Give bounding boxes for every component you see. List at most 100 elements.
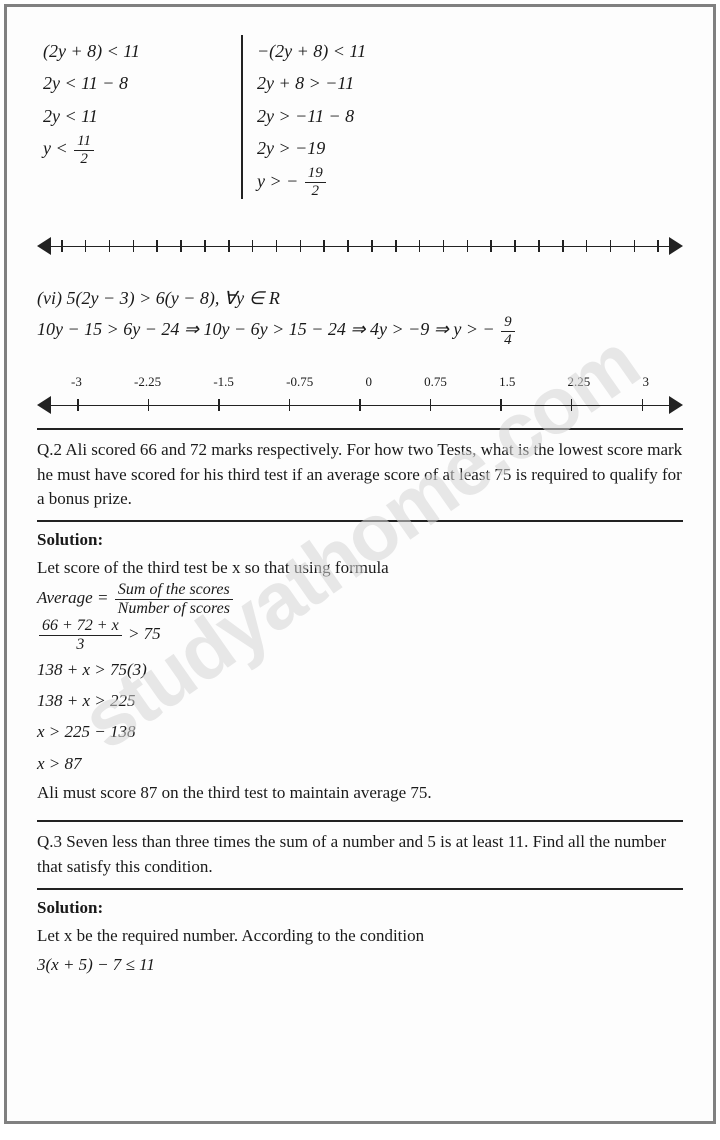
solution-2-body: Let score of the third test be x so that…: [37, 554, 683, 807]
divider-rule: [37, 428, 683, 430]
eq-line: 2y > −11 − 8: [257, 100, 683, 132]
sol-line: Let score of the third test be x so that…: [37, 554, 683, 581]
tick: [634, 240, 636, 252]
question-2: Q.2 Ali scored 66 and 72 marks respectiv…: [37, 438, 683, 512]
tick: [467, 240, 469, 252]
eq-line: y < 11 2: [43, 132, 237, 167]
numerator: 66 + 72 + x: [39, 617, 122, 636]
eq-text: y <: [43, 138, 72, 158]
tick: [252, 240, 254, 252]
numerator: 9: [501, 314, 515, 332]
tick: [180, 240, 182, 252]
tick: [148, 399, 150, 411]
sol-line: 138 + x > 225: [37, 685, 683, 716]
tick: [359, 399, 361, 411]
tick: [77, 399, 79, 411]
divider-rule: [37, 820, 683, 822]
eq-line: −(2y + 8) < 11: [257, 35, 683, 67]
eq-line: 2y > −19: [257, 132, 683, 164]
denominator: Number of scores: [115, 600, 233, 618]
eq-line: 2y < 11 − 8: [43, 67, 237, 99]
number-line-2: -3 -2.25 -1.5 -0.75 0 0.75 1.5 2.25 3: [37, 374, 683, 420]
tick: [657, 240, 659, 252]
tick: [218, 399, 220, 411]
solution-heading: Solution:: [37, 530, 683, 550]
tick: [514, 240, 516, 252]
axis-label: -3: [71, 374, 82, 390]
axis-label: 0: [365, 374, 372, 390]
question-3: Q.3 Seven less than three times the sum …: [37, 830, 683, 879]
tick: [300, 240, 302, 252]
expr-text: 10y − 15 > 6y − 24 ⇒ 10y − 6y > 15 − 24 …: [37, 319, 499, 339]
axis-label: -1.5: [213, 374, 234, 390]
denominator: 2: [305, 183, 326, 200]
divider-rule: [37, 520, 683, 522]
tick: [228, 240, 230, 252]
tick: [500, 399, 502, 411]
divider-rule: [37, 888, 683, 890]
tick: [430, 399, 432, 411]
tick-marks: [61, 240, 659, 252]
tick: [323, 240, 325, 252]
eq-text: y > −: [257, 171, 303, 191]
expr-line: (vi) 5(2y − 3) > 6(y − 8), ∀y ∈ R: [37, 283, 683, 314]
tick: [85, 240, 87, 252]
axis-label: -2.25: [134, 374, 161, 390]
fraction: 66 + 72 + x 3: [39, 617, 122, 653]
tick: [371, 240, 373, 252]
sol-line: x > 87: [37, 748, 683, 779]
tick: [156, 240, 158, 252]
tick: [133, 240, 135, 252]
eq-col-left: (2y + 8) < 11 2y < 11 − 8 2y < 11 y < 11…: [37, 35, 237, 199]
axis-label: -0.75: [286, 374, 313, 390]
fraction: 9 4: [501, 314, 515, 348]
sol-line: 3(x + 5) − 7 ≤ 11: [37, 949, 683, 980]
arrow-right-icon: [669, 237, 683, 255]
solution-heading: Solution:: [37, 898, 683, 918]
fraction: 19 2: [305, 165, 326, 199]
denominator: 3: [39, 636, 122, 654]
axis-label: 2.25: [568, 374, 591, 390]
eq-col-right: −(2y + 8) < 11 2y + 8 > −11 2y > −11 − 8…: [257, 35, 683, 199]
expr-line: 10y − 15 > 6y − 24 ⇒ 10y − 6y > 15 − 24 …: [37, 314, 683, 348]
axis-label: 1.5: [499, 374, 515, 390]
tick: [61, 240, 63, 252]
tick: [571, 399, 573, 411]
tick: [538, 240, 540, 252]
axis-label: 0.75: [424, 374, 447, 390]
tick: [490, 240, 492, 252]
tick: [586, 240, 588, 252]
number-line-1: [37, 233, 683, 261]
tick: [347, 240, 349, 252]
tick: [419, 240, 421, 252]
tick: [443, 240, 445, 252]
fraction: Sum of the scores Number of scores: [115, 581, 233, 617]
tick: [610, 240, 612, 252]
tick: [642, 399, 644, 411]
eq-text: > 75: [128, 624, 161, 643]
tick: [289, 399, 291, 411]
fraction: 11 2: [74, 133, 94, 167]
sol-conclusion: Ali must score 87 on the third test to m…: [37, 779, 683, 806]
eq-line: (2y + 8) < 11: [43, 35, 237, 67]
denominator: 4: [501, 332, 515, 349]
eq-text: Average =: [37, 588, 113, 607]
page: studyathome.com (2y + 8) < 11 2y < 11 − …: [4, 4, 716, 1124]
tick: [204, 240, 206, 252]
eq-line: y > − 19 2: [257, 165, 683, 200]
sol-line: Let x be the required number. According …: [37, 922, 683, 949]
tick: [276, 240, 278, 252]
sol-line: 66 + 72 + x 3 > 75: [37, 617, 683, 653]
denominator: 2: [74, 151, 94, 168]
problem-vi: (vi) 5(2y − 3) > 6(y − 8), ∀y ∈ R 10y − …: [37, 283, 683, 348]
arrow-right-icon: [669, 396, 683, 414]
tick: [395, 240, 397, 252]
axis-label: 3: [643, 374, 650, 390]
tick: [109, 240, 111, 252]
numerator: Sum of the scores: [115, 581, 233, 600]
equation-columns: (2y + 8) < 11 2y < 11 − 8 2y < 11 y < 11…: [37, 35, 683, 199]
numerator: 11: [74, 133, 94, 151]
tick-marks: [77, 399, 643, 411]
eq-line: 2y + 8 > −11: [257, 67, 683, 99]
column-divider: [241, 35, 243, 199]
